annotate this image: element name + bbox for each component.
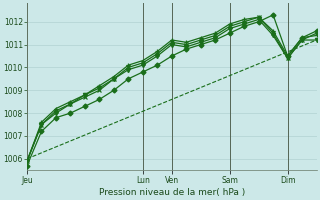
X-axis label: Pression niveau de la mer( hPa ): Pression niveau de la mer( hPa ): [99, 188, 245, 197]
